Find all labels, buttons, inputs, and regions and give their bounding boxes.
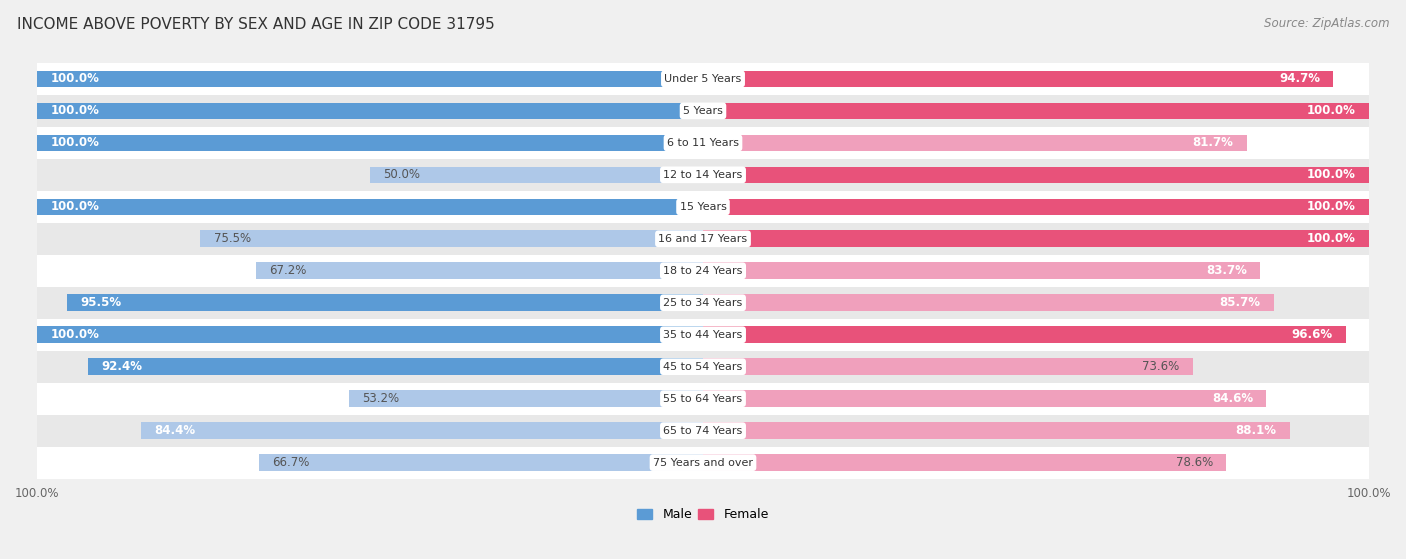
Bar: [37, 159, 1369, 191]
Bar: [87, 358, 703, 375]
Text: 35 to 44 Years: 35 to 44 Years: [664, 330, 742, 340]
Bar: [256, 263, 703, 279]
Bar: [703, 230, 1369, 247]
Text: 100.0%: 100.0%: [1306, 200, 1355, 214]
Bar: [703, 263, 1260, 279]
Text: 100.0%: 100.0%: [51, 73, 100, 86]
Text: 75.5%: 75.5%: [214, 233, 250, 245]
Text: INCOME ABOVE POVERTY BY SEX AND AGE IN ZIP CODE 31795: INCOME ABOVE POVERTY BY SEX AND AGE IN Z…: [17, 17, 495, 32]
Text: 55 to 64 Years: 55 to 64 Years: [664, 394, 742, 404]
Bar: [703, 102, 1369, 119]
Bar: [703, 390, 1267, 407]
Text: 100.0%: 100.0%: [1306, 233, 1355, 245]
Text: 84.4%: 84.4%: [155, 424, 195, 437]
Text: 85.7%: 85.7%: [1219, 296, 1260, 309]
Text: 65 to 74 Years: 65 to 74 Years: [664, 425, 742, 435]
Bar: [37, 326, 703, 343]
Text: 16 and 17 Years: 16 and 17 Years: [658, 234, 748, 244]
Bar: [259, 454, 703, 471]
Bar: [370, 167, 703, 183]
Bar: [37, 135, 703, 151]
Bar: [37, 223, 1369, 255]
Bar: [37, 287, 1369, 319]
Bar: [703, 167, 1369, 183]
Text: 15 Years: 15 Years: [679, 202, 727, 212]
Text: 84.6%: 84.6%: [1212, 392, 1253, 405]
Bar: [703, 135, 1247, 151]
Text: 88.1%: 88.1%: [1236, 424, 1277, 437]
Text: 100.0%: 100.0%: [51, 136, 100, 149]
Text: 94.7%: 94.7%: [1279, 73, 1320, 86]
Text: 66.7%: 66.7%: [273, 456, 309, 469]
Bar: [703, 423, 1289, 439]
Text: 73.6%: 73.6%: [1143, 360, 1180, 373]
Bar: [703, 198, 1369, 215]
Text: 95.5%: 95.5%: [80, 296, 122, 309]
Text: 100.0%: 100.0%: [51, 328, 100, 341]
Bar: [37, 191, 1369, 223]
Text: 92.4%: 92.4%: [101, 360, 142, 373]
Bar: [67, 295, 703, 311]
Text: 75 Years and over: 75 Years and over: [652, 458, 754, 468]
Text: 100.0%: 100.0%: [51, 105, 100, 117]
Text: 100.0%: 100.0%: [1306, 168, 1355, 181]
Bar: [37, 383, 1369, 415]
Bar: [37, 255, 1369, 287]
Text: 50.0%: 50.0%: [384, 168, 420, 181]
Bar: [37, 319, 1369, 350]
Text: 100.0%: 100.0%: [51, 200, 100, 214]
Bar: [37, 102, 703, 119]
Bar: [37, 127, 1369, 159]
Bar: [37, 70, 703, 87]
Bar: [141, 423, 703, 439]
Legend: Male, Female: Male, Female: [633, 503, 773, 526]
Bar: [37, 350, 1369, 383]
Text: 83.7%: 83.7%: [1206, 264, 1247, 277]
Bar: [37, 415, 1369, 447]
Bar: [703, 295, 1274, 311]
Text: 100.0%: 100.0%: [1306, 105, 1355, 117]
Bar: [201, 230, 703, 247]
Text: Under 5 Years: Under 5 Years: [665, 74, 741, 84]
Text: 6 to 11 Years: 6 to 11 Years: [666, 138, 740, 148]
Bar: [703, 454, 1226, 471]
Text: 12 to 14 Years: 12 to 14 Years: [664, 170, 742, 180]
Text: 45 to 54 Years: 45 to 54 Years: [664, 362, 742, 372]
Bar: [349, 390, 703, 407]
Text: 67.2%: 67.2%: [269, 264, 307, 277]
Bar: [703, 358, 1194, 375]
Bar: [703, 70, 1333, 87]
Bar: [37, 447, 1369, 479]
Bar: [37, 198, 703, 215]
Text: 96.6%: 96.6%: [1292, 328, 1333, 341]
Text: 81.7%: 81.7%: [1192, 136, 1233, 149]
Bar: [37, 63, 1369, 95]
Text: 18 to 24 Years: 18 to 24 Years: [664, 266, 742, 276]
Text: 5 Years: 5 Years: [683, 106, 723, 116]
Bar: [703, 326, 1346, 343]
Bar: [37, 95, 1369, 127]
Text: Source: ZipAtlas.com: Source: ZipAtlas.com: [1264, 17, 1389, 30]
Text: 25 to 34 Years: 25 to 34 Years: [664, 298, 742, 308]
Text: 53.2%: 53.2%: [363, 392, 399, 405]
Text: 78.6%: 78.6%: [1175, 456, 1213, 469]
